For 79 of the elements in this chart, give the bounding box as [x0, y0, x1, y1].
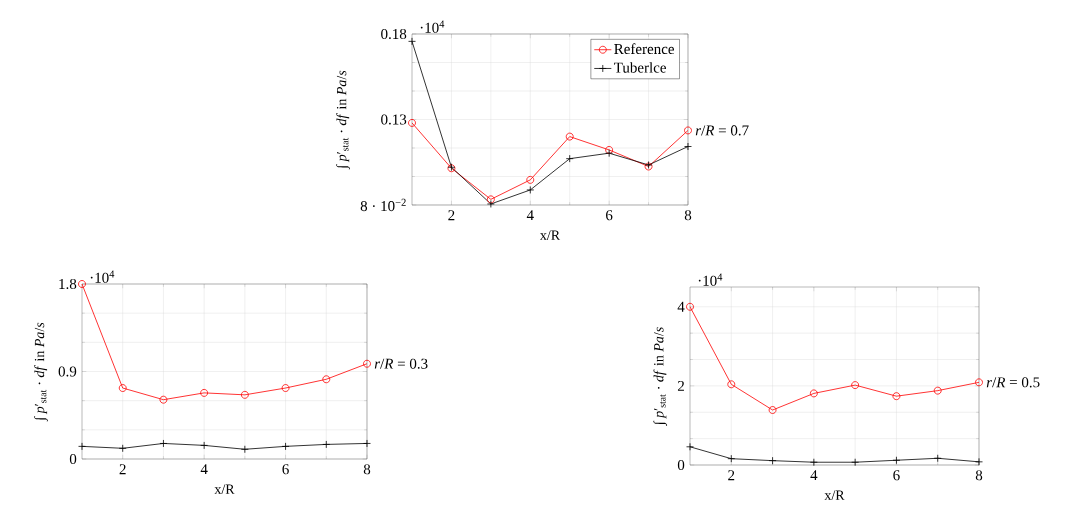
x-axis-title: x/R [824, 490, 845, 500]
text: ·10$^{4}$ [420, 20, 445, 33]
text: r/R = 0.3 [374, 358, 428, 369]
point [768, 406, 777, 414]
legend-label: Reference [614, 43, 674, 55]
point [727, 380, 736, 389]
x-tick-label: 2 [448, 210, 455, 221]
y-tick-label: 0.13 [381, 114, 407, 125]
point [851, 381, 860, 389]
x-tick-label: 4 [810, 470, 818, 481]
text: r/R = 0.7 [695, 125, 749, 136]
x-tick-label: 4 [200, 464, 208, 475]
point [809, 389, 818, 398]
point [118, 444, 127, 453]
x-tick-label: 2 [119, 464, 126, 475]
y-tick-label: 2 [677, 380, 684, 391]
y-tick-label: 1.8 [59, 278, 77, 290]
point [892, 392, 901, 401]
point [686, 302, 694, 311]
point [526, 175, 535, 184]
x-tick-label: 4 [526, 210, 534, 221]
x-tick-label: 8 [684, 210, 692, 221]
point [486, 200, 495, 208]
point [322, 440, 331, 449]
point [851, 458, 860, 467]
x-tick-label: 8 [363, 464, 371, 475]
x-axis-title: x/R [214, 484, 235, 494]
point [975, 378, 983, 387]
x-tick-label: 8 [975, 470, 983, 481]
y-tick-label: 0.9 [58, 366, 77, 377]
point [408, 37, 416, 46]
point [768, 456, 777, 465]
point [159, 395, 168, 404]
point [933, 386, 942, 395]
text: ·10$^{4}$ [90, 270, 115, 283]
point [240, 445, 249, 454]
point [200, 441, 209, 450]
point [727, 454, 736, 463]
point [605, 149, 614, 158]
x-tick-label: 6 [893, 470, 900, 481]
point [281, 384, 290, 392]
y-tick-label: 0 [69, 453, 77, 465]
x-axis-title: x/R [540, 230, 561, 240]
point [486, 195, 495, 204]
point [240, 390, 249, 399]
point [933, 454, 942, 463]
point [809, 458, 818, 467]
point [408, 119, 416, 127]
text: ∫p′$_{stat}$ · df in Pa/s [34, 322, 48, 422]
text: r/R = 0.5 [986, 377, 1040, 388]
point [363, 439, 371, 448]
point [78, 442, 86, 451]
y-tick-label: 0 [677, 459, 685, 471]
point [565, 132, 574, 141]
y-tick-label: 4 [677, 301, 685, 312]
point [526, 186, 535, 194]
point [281, 442, 290, 451]
point [892, 456, 901, 465]
text: ∫p′$_{stat}$ · df in Pa/s [336, 70, 350, 170]
text: ∫p′$_{stat}$ · df in Pa/s [653, 327, 668, 426]
y-tick-label: 0.18 [381, 28, 407, 40]
point [363, 359, 371, 368]
legend-label: Tuberlce [614, 62, 666, 73]
text: ·10$^{4}$ [698, 273, 723, 286]
x-tick-label: 6 [606, 210, 613, 221]
x-tick-label: 2 [728, 470, 735, 481]
point [159, 439, 168, 448]
point [686, 442, 694, 451]
point [684, 126, 692, 135]
point [975, 457, 983, 466]
point [118, 384, 127, 392]
point [78, 280, 86, 288]
point [605, 146, 614, 154]
point [322, 375, 331, 384]
x-tick-label: 6 [282, 464, 289, 475]
point [684, 142, 692, 151]
point [200, 388, 209, 397]
point [565, 154, 574, 163]
y-tick-label: 8 · 10$^{−2}$ [360, 198, 406, 212]
